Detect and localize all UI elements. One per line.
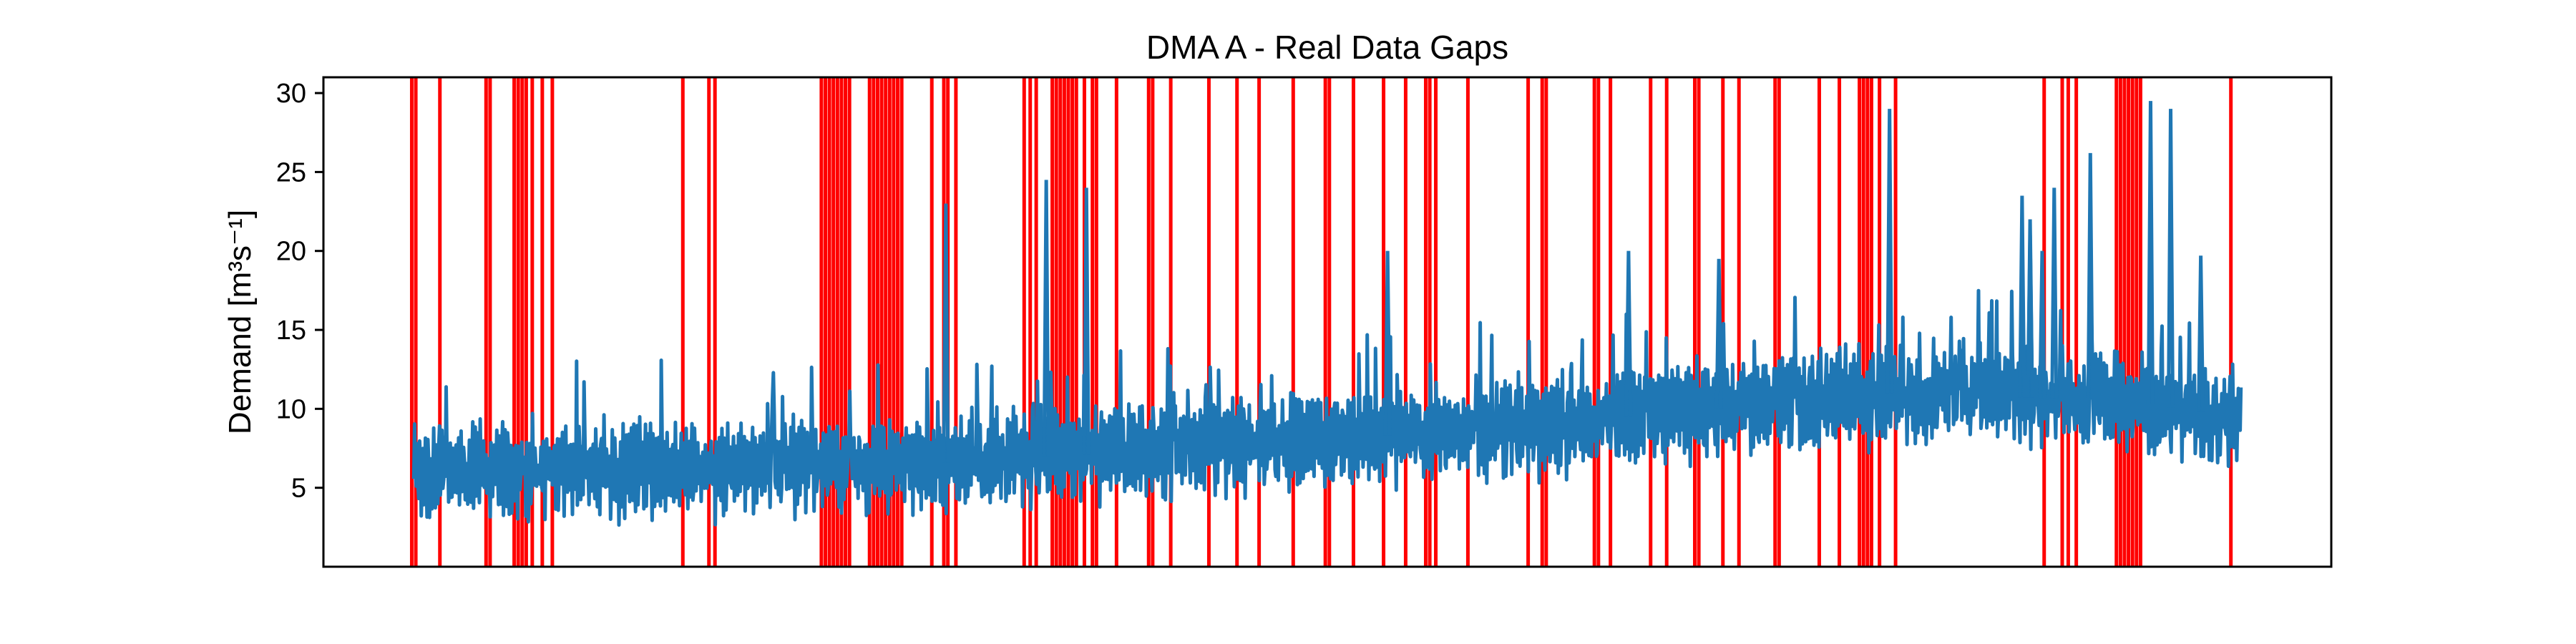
y-tick-label: 20 [276,237,306,267]
demand-spike [942,203,950,463]
y-tick-label: 30 [276,79,306,109]
y-tick-label: 15 [276,316,306,346]
y-tick-label: 5 [291,474,306,504]
y-axis-label: Demand [m³s⁻¹] [223,210,258,434]
y-tick-label: 10 [276,394,306,424]
demand-spike [1082,187,1091,455]
demand-spike [2146,101,2155,404]
demand-spike [1383,250,1392,436]
demand-spike [1624,250,1633,417]
demand-spike [2038,250,2046,399]
demand-series-line [411,288,2243,527]
demand-spike [2018,195,2026,398]
series-layer [411,101,2243,527]
demand-spike [1714,258,1723,409]
demand-spike [2197,255,2205,412]
plot-frame [322,76,2333,568]
demand-spike [2086,152,2094,400]
demand-spike [1042,180,1050,457]
chart-title: DMA A - Real Data Gaps [1146,29,1508,66]
y-tick-label: 25 [276,157,306,187]
demand-spike [2167,109,2175,408]
y-axis-ticks: 5 10 15 20 25 30 [276,79,323,504]
demand-spike [2050,187,2059,399]
demand-spike [1885,109,1894,394]
demand-spike [2026,235,2034,398]
